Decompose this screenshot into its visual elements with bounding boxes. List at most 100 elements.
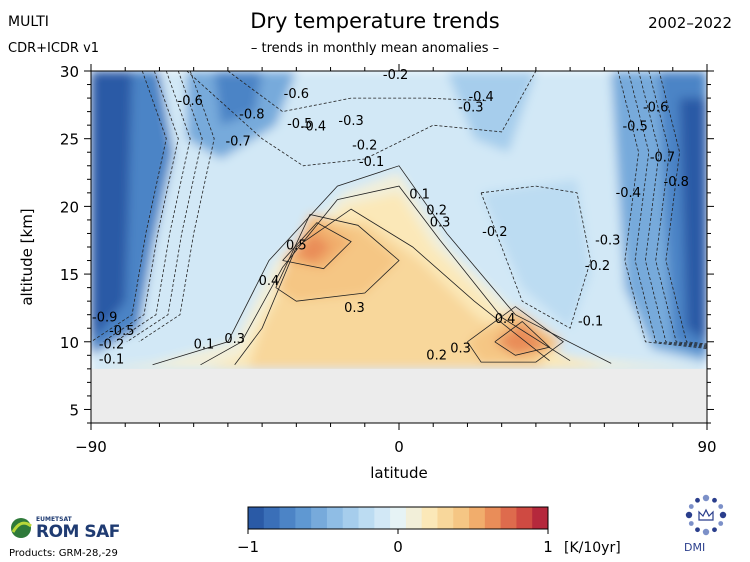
instrument-label: MULTI	[8, 14, 49, 30]
contour-label-14: 0.3	[430, 216, 451, 231]
colorbar: −1 0 1 [K/10yr]	[237, 506, 621, 556]
colorbar-swatch-13	[453, 507, 470, 529]
colorbar-tick-label-1: 0	[393, 538, 403, 556]
contour-upper-b	[227, 71, 489, 113]
products-label: Products: GRM-28,-29	[9, 548, 118, 559]
chart-subtitle: – trends in monthly mean anomalies –	[250, 41, 500, 56]
contour-warm-1	[200, 185, 571, 366]
warm-region-nh-peak	[494, 321, 550, 356]
x-tick-label-0: −90	[75, 438, 107, 456]
dmi-dot	[718, 521, 724, 526]
contour-label-20: 0.3	[450, 342, 471, 357]
colorbar-tick-label-0: −1	[237, 538, 259, 556]
dataset-label: CDR+ICDR v1	[8, 41, 100, 56]
dmi-dot	[688, 521, 694, 526]
eumetsat-text: EUMETSAT	[36, 516, 72, 523]
colorbar-tick-label-2: 1	[543, 538, 553, 556]
colorbar-swatch-18	[532, 507, 549, 529]
no-data-region	[91, 368, 707, 423]
contour-sh-2	[114, 71, 191, 343]
contour-label-11: -0.3	[458, 101, 483, 116]
contour-label-0: -0.6	[178, 94, 203, 109]
contour-label-21: 0.2	[426, 348, 447, 363]
contour-label-23: 0.3	[224, 332, 245, 347]
colorbar-swatch-17	[516, 507, 533, 529]
dmi-dot	[702, 528, 710, 536]
colorbar-swatch-11	[421, 507, 438, 529]
y-tick-label-5: 30	[60, 63, 79, 81]
dmi-dot	[695, 497, 700, 503]
colorbar-swatch-8	[374, 507, 391, 529]
contour-label-9: -0.2	[383, 68, 408, 83]
contour-nh-3	[648, 71, 707, 346]
contour-label-16: 0.5	[286, 239, 307, 254]
contour-sh-4	[138, 71, 215, 343]
dmi-dot	[718, 504, 724, 509]
x-tick-label-1: 0	[394, 438, 404, 456]
contour-warm-3	[275, 214, 400, 302]
contour-label-13: 0.2	[426, 204, 447, 219]
contour-nh-mid-a	[480, 185, 592, 329]
contour-label-33: -0.5	[109, 324, 134, 339]
contour-label-15: -0.2	[482, 225, 507, 240]
contour-warm-0	[152, 165, 612, 366]
contour-sh-3	[126, 71, 203, 343]
dmi-dot	[688, 504, 694, 509]
dmi-dot	[712, 527, 717, 533]
contour-label-1: -0.8	[239, 107, 264, 122]
contour-label-7: -0.2	[352, 139, 377, 154]
contour-label-34: -0.2	[99, 338, 124, 353]
contour-warm-5	[467, 306, 564, 363]
contour-label-2: -0.7	[225, 134, 250, 149]
contour-upper-a	[186, 71, 537, 167]
colorbar-swatch-16	[500, 507, 517, 529]
colorbar-swatch-0	[248, 507, 265, 529]
contour-label-6: -0.3	[338, 114, 363, 129]
dmi-dot	[702, 494, 710, 502]
colorbar-unit: [K/10yr]	[564, 540, 621, 556]
colorbar-swatch-5	[326, 507, 344, 529]
contour-sh-1	[102, 71, 179, 343]
x-axis-label: latitude	[370, 464, 428, 482]
cold-region-sh-core	[91, 71, 133, 342]
contour-nh-1	[627, 71, 707, 348]
contour-label-3: -0.6	[284, 87, 309, 102]
cold-region-top-mid	[446, 71, 536, 153]
y-axis-label: altitude [km]	[18, 208, 36, 305]
dmi-text: DMI	[684, 541, 706, 554]
contour-label-19: 0.4	[495, 312, 516, 327]
contour-nh-0	[617, 71, 707, 349]
contour-label-5: -0.4	[301, 120, 326, 135]
contour-label-24: -0.1	[578, 315, 603, 330]
colorbar-swatch-15	[484, 507, 502, 529]
colorbar-swatch-3	[295, 507, 312, 529]
contour-label-10: -0.4	[468, 90, 493, 105]
trend-field	[91, 71, 707, 423]
contour-labels: -0.6-0.8-0.7-0.6-0.5-0.4 -0.3-0.2-0.1-0.2…	[92, 68, 689, 367]
colorbar-swatch-4	[311, 507, 328, 529]
contour-label-8: -0.1	[359, 155, 384, 170]
contour-label-27: -0.5	[622, 120, 647, 135]
contour-warm-2	[234, 208, 550, 366]
period-label: 2002–2022	[648, 14, 732, 32]
contour-label-4: -0.5	[287, 117, 312, 132]
contour-label-17: 0.4	[259, 274, 280, 289]
contour-warm-4	[282, 222, 352, 270]
dmi-dot	[712, 497, 717, 503]
y-tick-label-3: 20	[60, 198, 79, 216]
colorbar-swatch-12	[437, 507, 454, 529]
contour-warm-6	[494, 320, 551, 356]
y-tick-label-1: 10	[60, 334, 79, 352]
cold-region-nh-deep	[679, 98, 707, 342]
dmi-dot	[695, 527, 700, 533]
y-tick-label-2: 15	[60, 266, 79, 284]
colorbar-swatch-9	[390, 507, 407, 529]
dmi-dot	[719, 511, 727, 519]
x-tick-label-2: 90	[697, 438, 716, 456]
chart-title: Dry temperature trends	[250, 9, 500, 33]
contour-nh-2	[638, 71, 707, 347]
field-layers	[91, 71, 707, 423]
contour-label-25: -0.2	[585, 259, 610, 274]
y-tick-label-4: 25	[60, 131, 79, 149]
